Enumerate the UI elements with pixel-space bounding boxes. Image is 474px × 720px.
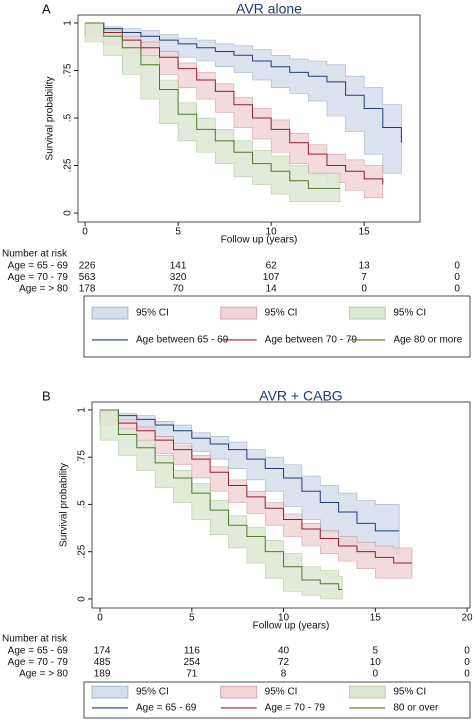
chart-title: AVR + CABG	[259, 388, 342, 404]
legend-label: 95% CI	[393, 687, 426, 698]
legend-label: 95% CI	[265, 687, 298, 698]
risk-count: 178	[79, 284, 96, 295]
y-tick-label: 1	[77, 407, 88, 413]
legend-swatch	[220, 685, 258, 699]
risk-count: 320	[170, 272, 187, 283]
x-tick-label: 15	[359, 227, 371, 238]
legend-label: Age between 65 - 69	[136, 335, 229, 346]
x-tick-label: 5	[189, 613, 195, 624]
y-tick-label: 0	[63, 210, 74, 216]
x-tick-label: 5	[175, 227, 181, 238]
risk-count: 485	[94, 657, 111, 668]
legend-swatch	[220, 306, 258, 320]
legend-swatch	[348, 685, 386, 699]
x-axis-label: Follow up (years)	[221, 235, 298, 246]
risk-count: 5	[373, 646, 379, 657]
survival-line	[85, 22, 340, 189]
risk-count: 0	[361, 284, 367, 295]
risk-row-label: Age = 65 - 69	[8, 646, 69, 657]
survival-line	[100, 409, 413, 564]
y-axis-label: Survival probability	[45, 77, 56, 161]
legend-swatch	[91, 685, 129, 699]
risk-count: 226	[79, 261, 96, 272]
risk-row-label: Age = 65 - 69	[8, 261, 69, 272]
risk-count: 107	[263, 272, 280, 283]
risk-count: 13	[359, 261, 371, 272]
risk-count: 174	[94, 646, 111, 657]
risk-row-label: Age = > 80	[19, 669, 68, 680]
risk-count: 14	[266, 284, 278, 295]
legend-label: Age = 65 - 69	[136, 703, 197, 714]
risk-count: 71	[186, 669, 198, 680]
legend-label: 95% CI	[136, 687, 169, 698]
legend-swatch	[348, 306, 386, 320]
risk-count: 0	[464, 669, 470, 680]
risk-count: 7	[361, 272, 367, 283]
y-tick-label: 1	[63, 20, 74, 26]
y-tick-label: .25	[63, 158, 74, 172]
risk-count: 0	[464, 657, 470, 668]
risk-count: 0	[454, 284, 460, 295]
legend-label: 95% CI	[393, 308, 426, 319]
risk-count: 141	[170, 261, 187, 272]
legend-label: Age = 70 - 79	[265, 703, 326, 714]
panel-label: B	[42, 388, 51, 403]
survival-line	[85, 22, 384, 185]
risk-count: 62	[266, 261, 278, 272]
risk-count: 40	[278, 646, 290, 657]
x-tick-label: 20	[462, 613, 474, 624]
x-tick-label: 10	[278, 613, 290, 624]
survival-line	[100, 409, 400, 532]
risk-count: 563	[79, 272, 96, 283]
survival-line	[100, 409, 343, 590]
chart-title: AVR alone	[236, 1, 302, 17]
risk-count: 72	[278, 657, 290, 668]
legend-box	[83, 681, 471, 719]
risk-row-label: Age = 70 - 79	[8, 657, 69, 668]
risk-title: Number at risk	[2, 634, 68, 645]
panel-label: A	[42, 1, 51, 16]
y-tick-label: .5	[77, 500, 88, 509]
y-tick-label: .75	[63, 63, 74, 77]
legend-swatch	[91, 306, 129, 320]
risk-row-label: Age = 70 - 79	[8, 272, 69, 283]
risk-count: 10	[370, 657, 382, 668]
risk-count: 8	[281, 669, 287, 680]
survival-line	[85, 22, 402, 143]
y-tick-label: .75	[77, 450, 88, 464]
y-tick-label: 0	[77, 596, 88, 602]
x-tick-label: 0	[82, 227, 88, 238]
risk-count: 189	[94, 669, 111, 680]
ci-band	[84, 22, 341, 202]
risk-row-label: Age = > 80	[19, 284, 68, 295]
legend-box	[83, 295, 471, 358]
x-tick-label: 10	[266, 227, 278, 238]
x-axis-label: Follow up (years)	[253, 621, 330, 632]
x-tick-label: 0	[97, 613, 103, 624]
y-tick-label: .25	[77, 544, 88, 558]
risk-count: 254	[183, 657, 200, 668]
risk-count: 70	[173, 284, 185, 295]
ci-band	[99, 409, 413, 579]
legend-label: Age 80 or more	[393, 335, 462, 346]
risk-count: 116	[184, 646, 200, 657]
legend-label: 80 or over	[393, 703, 439, 714]
risk-count: 0	[464, 646, 470, 657]
x-tick-label: 15	[370, 613, 382, 624]
legend-label: 95% CI	[265, 308, 298, 319]
risk-title: Number at risk	[2, 249, 68, 260]
legend-label: Age between 70 - 79	[265, 335, 358, 346]
risk-count: 0	[373, 669, 379, 680]
risk-count: 0	[454, 272, 460, 283]
risk-count: 0	[454, 261, 460, 272]
y-tick-label: .5	[63, 113, 74, 122]
plot-frame	[91, 401, 471, 609]
y-axis-label: Survival probability	[59, 463, 70, 547]
legend-label: 95% CI	[136, 308, 169, 319]
